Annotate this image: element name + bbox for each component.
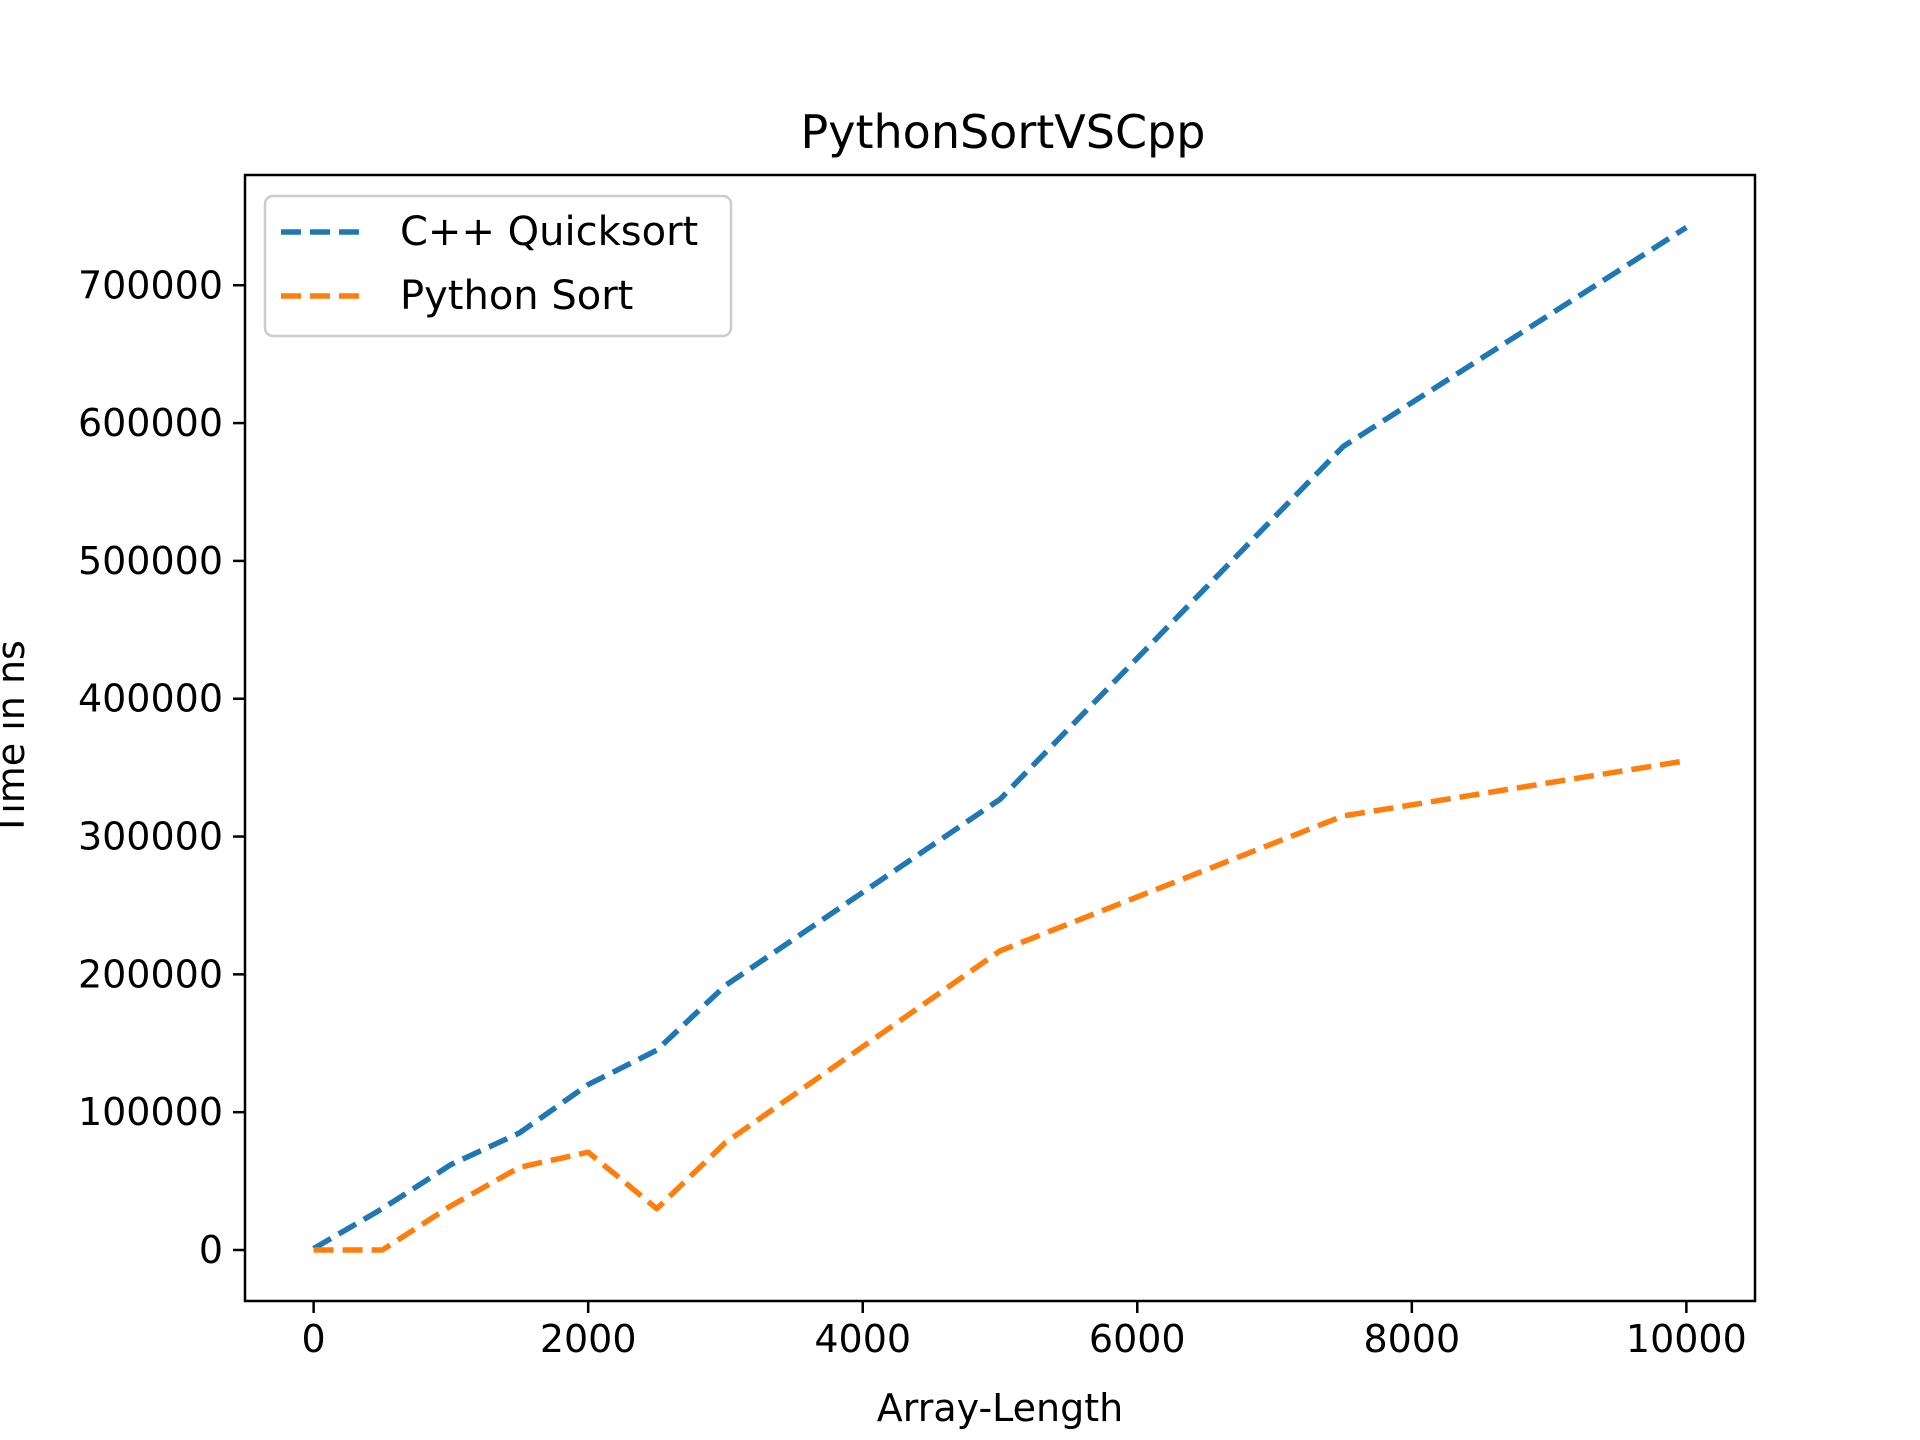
y-tick-label: 200000 — [78, 952, 223, 996]
y-axis-label: Time in ns — [0, 640, 33, 837]
legend-label-cpp-quicksort: C++ Quicksort — [400, 209, 698, 255]
y-tick-label: 600000 — [78, 401, 223, 445]
legend-label-python-sort: Python Sort — [400, 273, 633, 319]
x-tick-label: 4000 — [814, 1317, 911, 1361]
y-axis-ticks: 0 100000 200000 300000 400000 500000 600000 700… — [78, 263, 245, 1272]
legend-box — [263, 194, 733, 338]
plot-area-frame — [243, 173, 1757, 1303]
legend: C++ Quicksort Python Sort — [263, 194, 733, 338]
x-tick-label: 6000 — [1089, 1317, 1186, 1361]
x-tick-label: 2000 — [540, 1317, 637, 1361]
series-line-python-sort — [313, 757, 1687, 1253]
x-axis-ticks: 0 2000 4000 6000 8000 10000 — [302, 1301, 1747, 1361]
y-tick-label: 500000 — [78, 539, 223, 583]
y-tick-label: 400000 — [78, 677, 223, 721]
y-tick-label: 0 — [199, 1228, 223, 1272]
x-tick-label: 0 — [302, 1317, 326, 1361]
series-line-cpp-quicksort — [312, 225, 1688, 1251]
series-layer — [312, 225, 1688, 1253]
x-tick-label: 8000 — [1363, 1317, 1460, 1361]
y-tick-label: 300000 — [78, 815, 223, 859]
x-axis-label: Array-Length — [877, 1386, 1123, 1430]
y-tick-label: 100000 — [78, 1090, 223, 1134]
x-tick-label: 10000 — [1626, 1317, 1747, 1361]
y-tick-label: 700000 — [78, 263, 223, 307]
chart-title: PythonSortVSCpp — [801, 105, 1206, 159]
